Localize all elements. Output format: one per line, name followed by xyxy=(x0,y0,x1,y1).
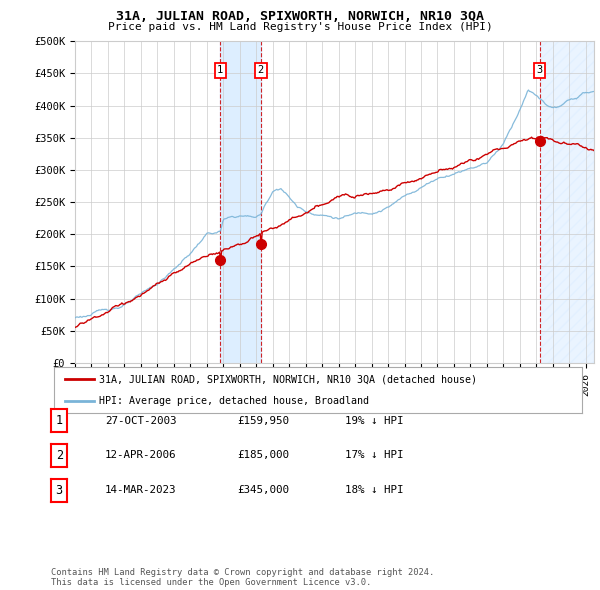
Text: Price paid vs. HM Land Registry's House Price Index (HPI): Price paid vs. HM Land Registry's House … xyxy=(107,22,493,32)
Text: 2: 2 xyxy=(258,65,264,76)
Text: £345,000: £345,000 xyxy=(237,486,289,495)
Text: HPI: Average price, detached house, Broadland: HPI: Average price, detached house, Broa… xyxy=(99,396,369,407)
Text: 31A, JULIAN ROAD, SPIXWORTH, NORWICH, NR10 3QA (detached house): 31A, JULIAN ROAD, SPIXWORTH, NORWICH, NR… xyxy=(99,375,477,385)
Text: £159,950: £159,950 xyxy=(237,416,289,425)
Text: 1: 1 xyxy=(217,65,223,76)
Text: 14-MAR-2023: 14-MAR-2023 xyxy=(105,486,176,495)
Text: 31A, JULIAN ROAD, SPIXWORTH, NORWICH, NR10 3QA: 31A, JULIAN ROAD, SPIXWORTH, NORWICH, NR… xyxy=(116,10,484,23)
Bar xyxy=(539,41,594,363)
Text: Contains HM Land Registry data © Crown copyright and database right 2024.
This d: Contains HM Land Registry data © Crown c… xyxy=(51,568,434,587)
Text: 19% ↓ HPI: 19% ↓ HPI xyxy=(345,416,404,425)
Text: 3: 3 xyxy=(536,65,543,76)
Text: 18% ↓ HPI: 18% ↓ HPI xyxy=(345,486,404,495)
Text: £185,000: £185,000 xyxy=(237,451,289,460)
Text: 27-OCT-2003: 27-OCT-2003 xyxy=(105,416,176,425)
Text: 3: 3 xyxy=(56,484,63,497)
Text: 17% ↓ HPI: 17% ↓ HPI xyxy=(345,451,404,460)
Bar xyxy=(220,41,261,363)
Text: 1: 1 xyxy=(56,414,63,427)
Text: 12-APR-2006: 12-APR-2006 xyxy=(105,451,176,460)
Text: 2: 2 xyxy=(56,449,63,462)
